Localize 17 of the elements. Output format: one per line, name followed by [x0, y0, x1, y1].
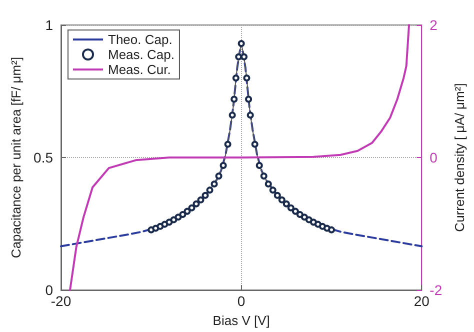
legend-label: Meas. Cur. — [108, 62, 171, 77]
legend-label: Meas. Cap. — [108, 47, 174, 62]
legend-label: Theo. Cap. — [108, 32, 172, 47]
y2-tick-label: -2 — [430, 282, 442, 298]
y2-tick-label: 0 — [430, 150, 438, 166]
x-axis-title: Bias V [V] — [212, 313, 270, 328]
x-tick-label: 20 — [414, 293, 430, 309]
line-series — [60, 49, 423, 248]
y-tick-label: 0.5 — [34, 150, 54, 166]
y2-tick-label: 2 — [430, 17, 438, 33]
y2-axis-title: Current density [ μA/ μm²] — [452, 83, 467, 232]
y-tick-label: 0 — [45, 282, 54, 298]
y-tick-label: 1 — [45, 17, 54, 33]
y-axis-title: Capacitance per unit area [fF/ μm²] — [8, 56, 24, 258]
line-series — [69, 24, 410, 291]
x-tick-label: -20 — [50, 293, 72, 309]
x-tick-label: 0 — [237, 293, 246, 309]
